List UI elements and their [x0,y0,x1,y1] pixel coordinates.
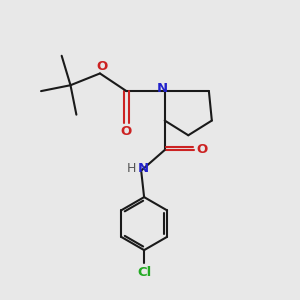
Text: N: N [157,82,168,95]
Text: H: H [127,162,136,175]
Text: O: O [197,143,208,157]
Text: Cl: Cl [137,266,151,279]
Text: O: O [121,125,132,138]
Text: N: N [138,162,149,175]
Text: O: O [96,61,108,74]
